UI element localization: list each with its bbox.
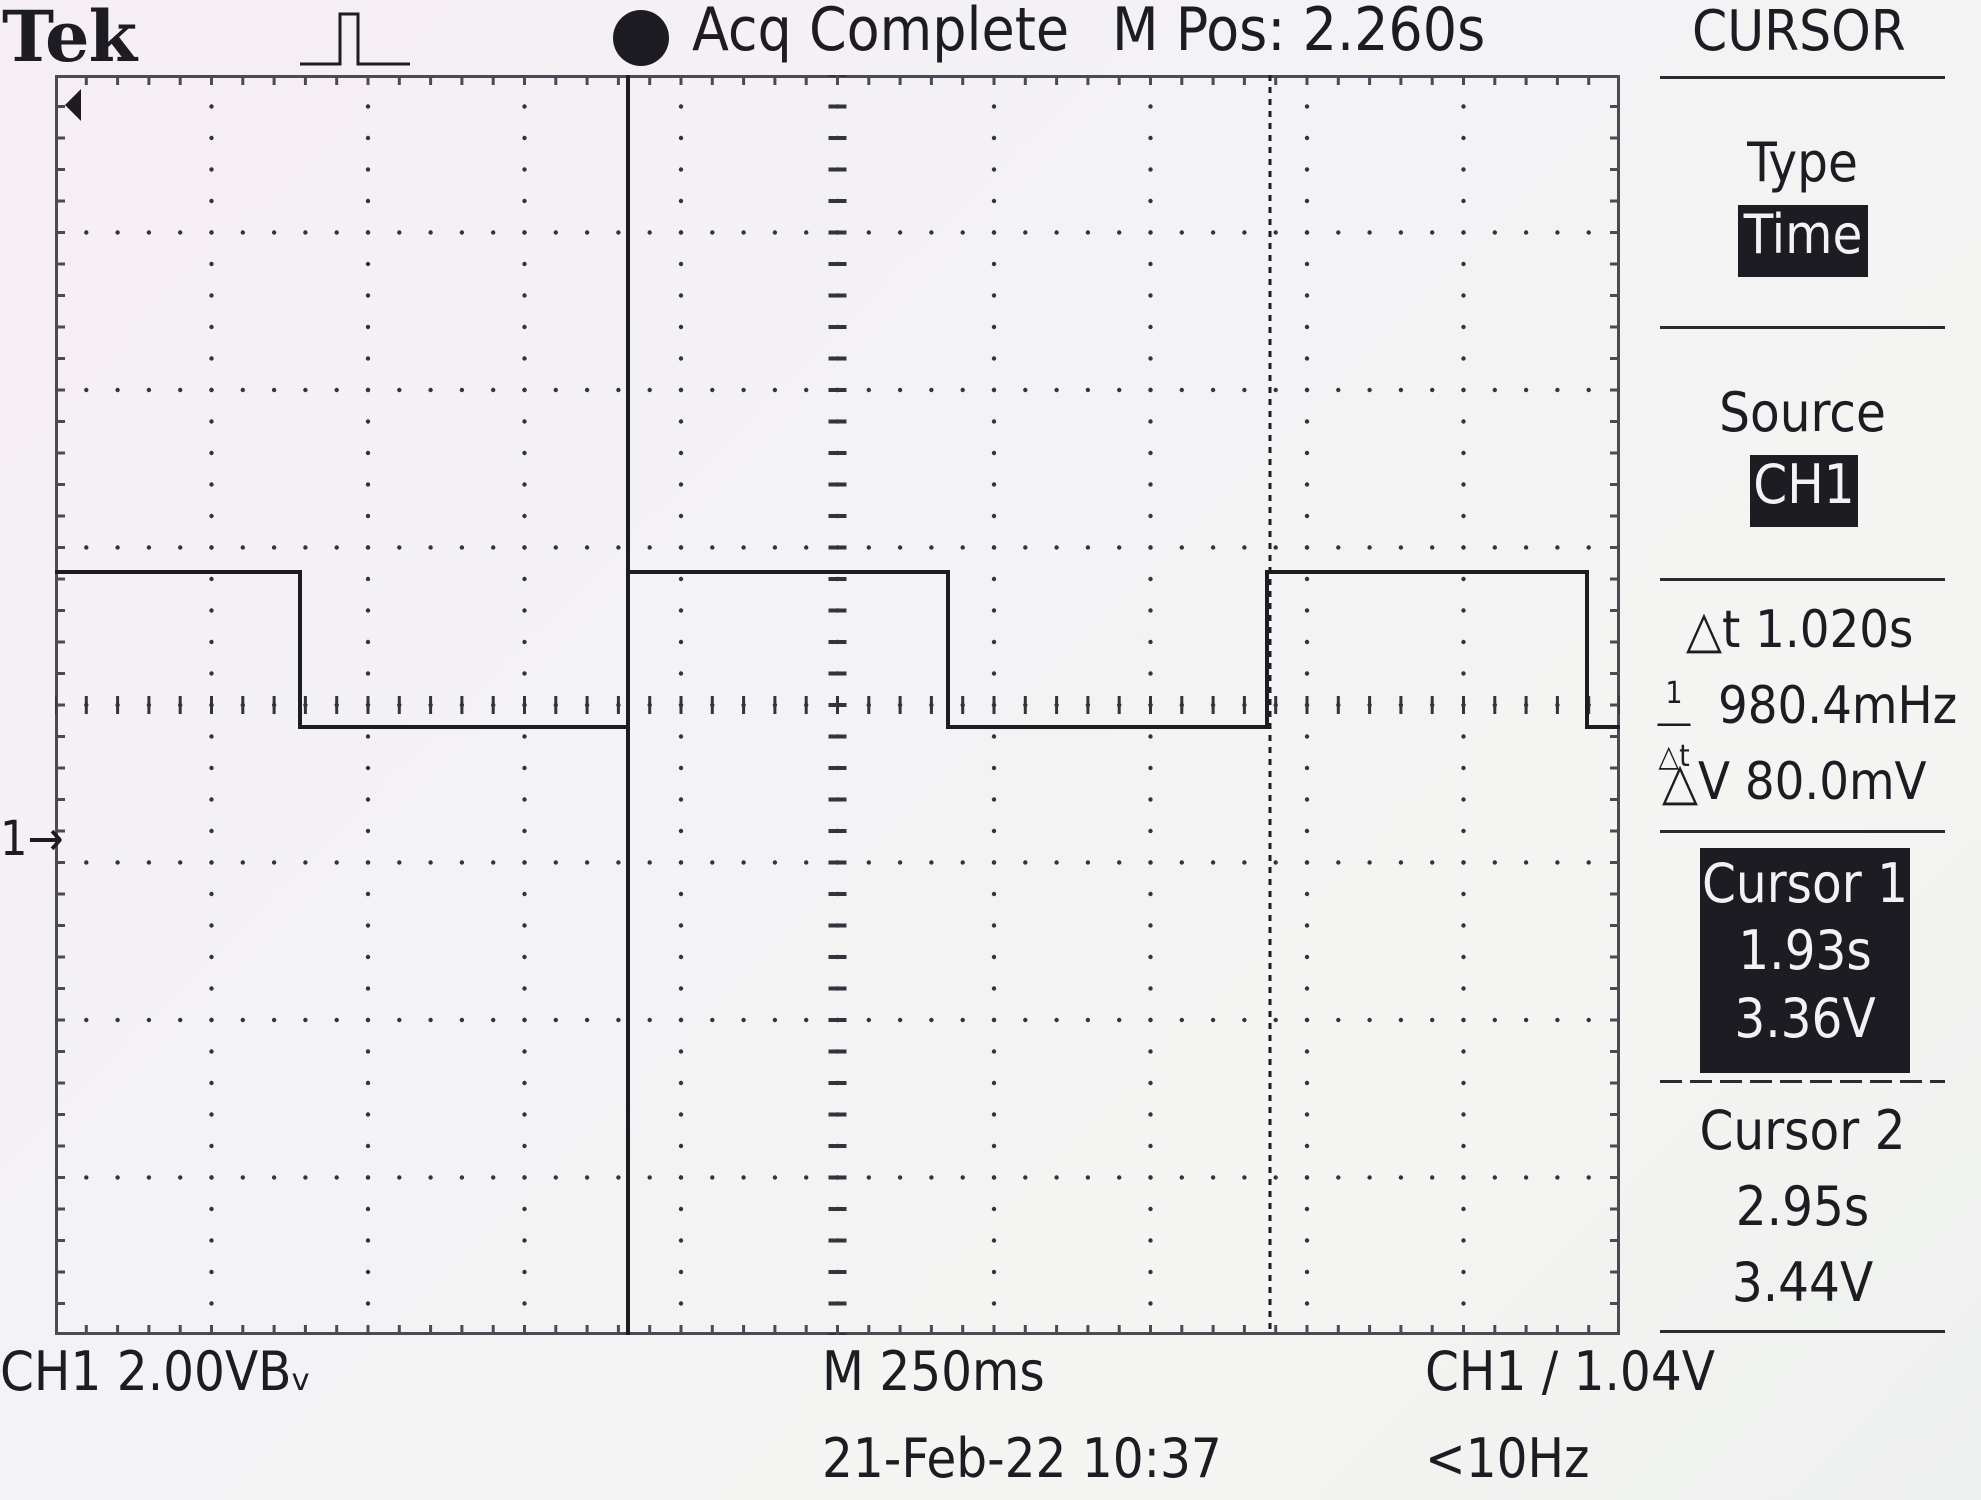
ch1-waveform-trace [55,570,1620,729]
menu-divider [1660,1330,1945,1333]
menu-divider [1660,578,1945,581]
trigger-position-marker [65,89,81,121]
inverse-delta-time-symbol: 1 ── △t [1657,676,1691,774]
menu-divider [1660,326,1945,329]
cursor-source-value[interactable]: CH1 [1750,455,1858,527]
graticule-svg [55,75,1620,1335]
timebase-readout: M 250ms [822,1340,1045,1403]
cursor-2-voltage: 3.44V [1731,1251,1874,1314]
cursor-1-panel[interactable]: Cursor 1 1.93s 3.36V [1700,848,1910,1073]
menu-title: CURSOR [1692,0,1906,64]
cursor-1-time: 1.93s [1738,919,1872,983]
acquisition-status: Acq Complete [692,0,1070,65]
acquisition-status-icon [613,10,669,66]
inverse-delta-time-readout: 980.4mHz [1718,676,1958,736]
trigger-pulse-icon [300,12,410,66]
graticule-ticks [55,75,1620,1335]
trigger-readout: CH1 ∕ 1.04V [1425,1340,1715,1403]
cursor-source-label[interactable]: Source [1719,381,1886,444]
main-position-readout: M Pos: 2.260s [1112,0,1486,65]
waveform-graticule [55,75,1620,1335]
cursor-1-voltage: 3.36V [1734,986,1876,1050]
date-time-readout: 21-Feb-22 10:37 [822,1427,1222,1490]
cursor-2-label[interactable]: Cursor 2 [1699,1099,1906,1162]
channel-1-ground-marker: 1→ [0,811,64,867]
cursor-2-time: 2.95s [1735,1175,1870,1238]
cursor-type-value[interactable]: Time [1738,205,1868,277]
brand-logo: Tek [2,0,137,78]
menu-divider [1660,1080,1945,1083]
delta-voltage-readout: △V 80.0mV [1662,752,1927,812]
cursor-1-label: Cursor 1 [1701,852,1908,915]
delta-time-readout: △t 1.020s [1686,600,1914,660]
menu-divider [1660,76,1945,79]
cursor-type-label[interactable]: Type [1747,131,1858,194]
channel-1-scale: CH1 2.00VBᵥ [0,1340,312,1403]
frequency-readout: <10Hz [1425,1427,1590,1490]
menu-divider [1660,830,1945,833]
